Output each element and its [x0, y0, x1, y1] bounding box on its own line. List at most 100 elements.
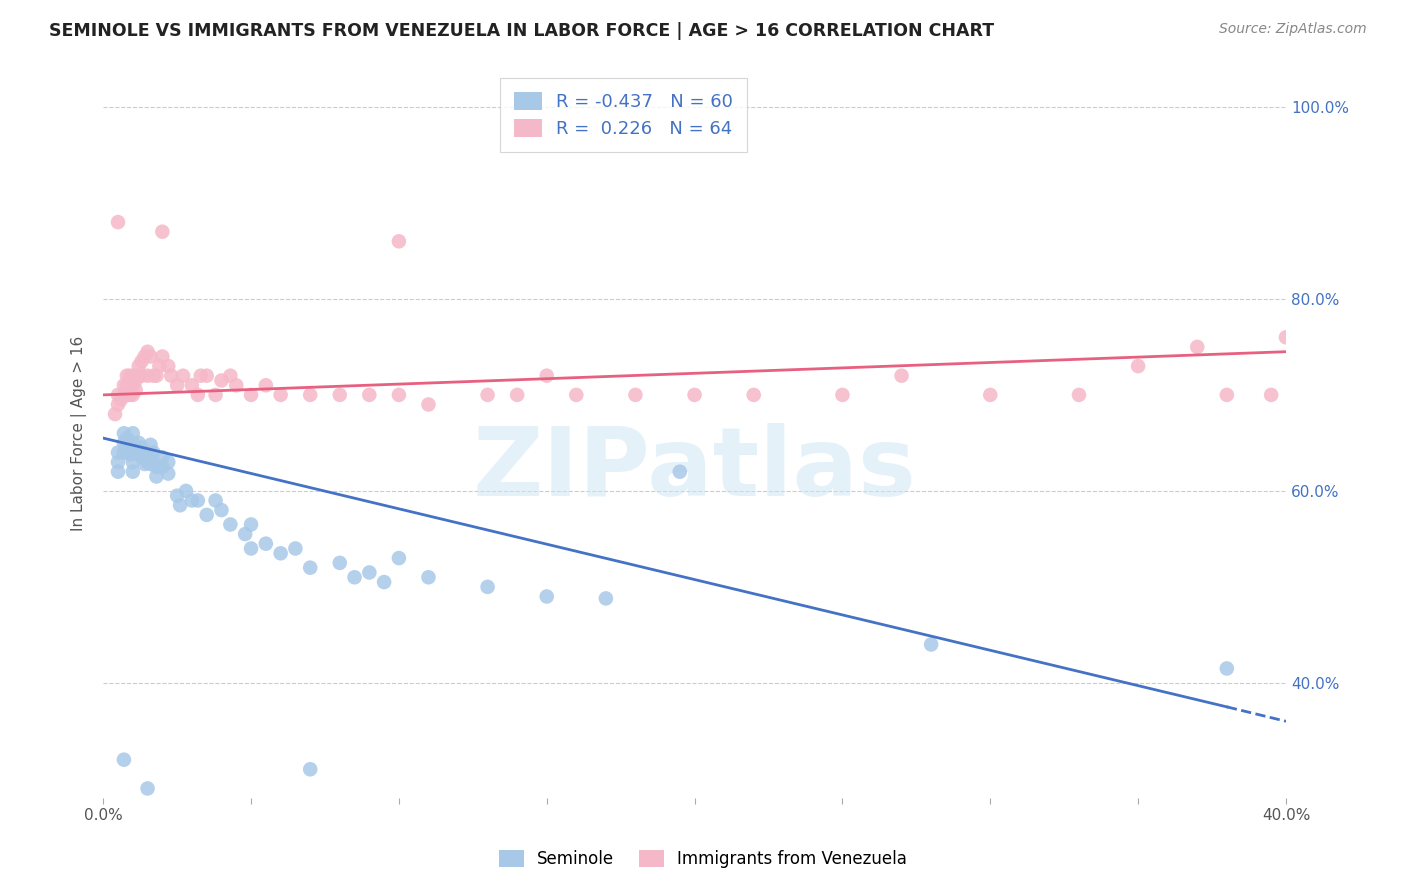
Point	[110, 392, 132, 407]
Point	[169, 498, 191, 512]
Point	[219, 517, 242, 532]
Point	[174, 483, 197, 498]
Point	[506, 388, 529, 402]
Point	[125, 374, 148, 388]
Legend: R = -0.437   N = 60, R =  0.226   N = 64: R = -0.437 N = 60, R = 0.226 N = 64	[501, 78, 747, 153]
Point	[145, 368, 167, 383]
Point	[1260, 388, 1282, 402]
Point	[240, 388, 263, 402]
Point	[115, 388, 138, 402]
Point	[121, 368, 143, 383]
Point	[1216, 661, 1239, 675]
Point	[195, 368, 218, 383]
Point	[172, 368, 194, 383]
Point	[142, 445, 165, 459]
Point	[157, 359, 180, 373]
Point	[1126, 359, 1149, 373]
Point	[920, 638, 942, 652]
Point	[418, 570, 440, 584]
Point	[204, 493, 226, 508]
Point	[373, 575, 395, 590]
Point	[254, 537, 277, 551]
Point	[890, 368, 912, 383]
Point	[979, 388, 1001, 402]
Point	[150, 459, 173, 474]
Point	[107, 465, 129, 479]
Point	[180, 378, 202, 392]
Point	[112, 426, 135, 441]
Point	[742, 388, 765, 402]
Point	[107, 455, 129, 469]
Point	[1275, 330, 1298, 344]
Point	[150, 450, 173, 465]
Point	[139, 438, 162, 452]
Point	[107, 397, 129, 411]
Point	[190, 368, 212, 383]
Point	[145, 469, 167, 483]
Point	[112, 388, 135, 402]
Point	[388, 388, 411, 402]
Point	[299, 560, 322, 574]
Point	[343, 570, 366, 584]
Point	[131, 450, 153, 465]
Point	[131, 354, 153, 368]
Point	[134, 457, 156, 471]
Point	[107, 215, 129, 229]
Text: Source: ZipAtlas.com: Source: ZipAtlas.com	[1219, 22, 1367, 37]
Point	[418, 397, 440, 411]
Point	[112, 436, 135, 450]
Point	[139, 457, 162, 471]
Point	[121, 455, 143, 469]
Point	[240, 517, 263, 532]
Point	[831, 388, 853, 402]
Point	[329, 388, 352, 402]
Point	[107, 388, 129, 402]
Point	[240, 541, 263, 556]
Point	[136, 455, 159, 469]
Point	[128, 359, 150, 373]
Point	[565, 388, 588, 402]
Point	[669, 465, 692, 479]
Y-axis label: In Labor Force | Age > 16: In Labor Force | Age > 16	[72, 335, 87, 531]
Point	[115, 378, 138, 392]
Text: ZIPatlas: ZIPatlas	[472, 424, 917, 516]
Point	[125, 383, 148, 397]
Point	[187, 388, 209, 402]
Point	[299, 762, 322, 776]
Point	[166, 489, 188, 503]
Point	[118, 388, 141, 402]
Point	[115, 368, 138, 383]
Point	[136, 781, 159, 796]
Point	[112, 445, 135, 459]
Point	[150, 225, 173, 239]
Point	[1067, 388, 1090, 402]
Point	[1187, 340, 1209, 354]
Point	[219, 368, 242, 383]
Point	[112, 378, 135, 392]
Point	[536, 590, 558, 604]
Point	[195, 508, 218, 522]
Point	[477, 580, 499, 594]
Point	[160, 368, 183, 383]
Point	[121, 436, 143, 450]
Point	[211, 503, 233, 517]
Point	[148, 359, 170, 373]
Point	[359, 566, 381, 580]
Point	[254, 378, 277, 392]
Legend: Seminole, Immigrants from Venezuela: Seminole, Immigrants from Venezuela	[492, 843, 914, 875]
Point	[359, 388, 381, 402]
Point	[166, 378, 188, 392]
Point	[299, 388, 322, 402]
Point	[477, 388, 499, 402]
Point	[121, 445, 143, 459]
Point	[150, 350, 173, 364]
Point	[388, 551, 411, 566]
Text: SEMINOLE VS IMMIGRANTS FROM VENEZUELA IN LABOR FORCE | AGE > 16 CORRELATION CHAR: SEMINOLE VS IMMIGRANTS FROM VENEZUELA IN…	[49, 22, 994, 40]
Point	[329, 556, 352, 570]
Point	[139, 350, 162, 364]
Point	[131, 368, 153, 383]
Point	[134, 350, 156, 364]
Point	[115, 431, 138, 445]
Point	[136, 368, 159, 383]
Point	[595, 591, 617, 606]
